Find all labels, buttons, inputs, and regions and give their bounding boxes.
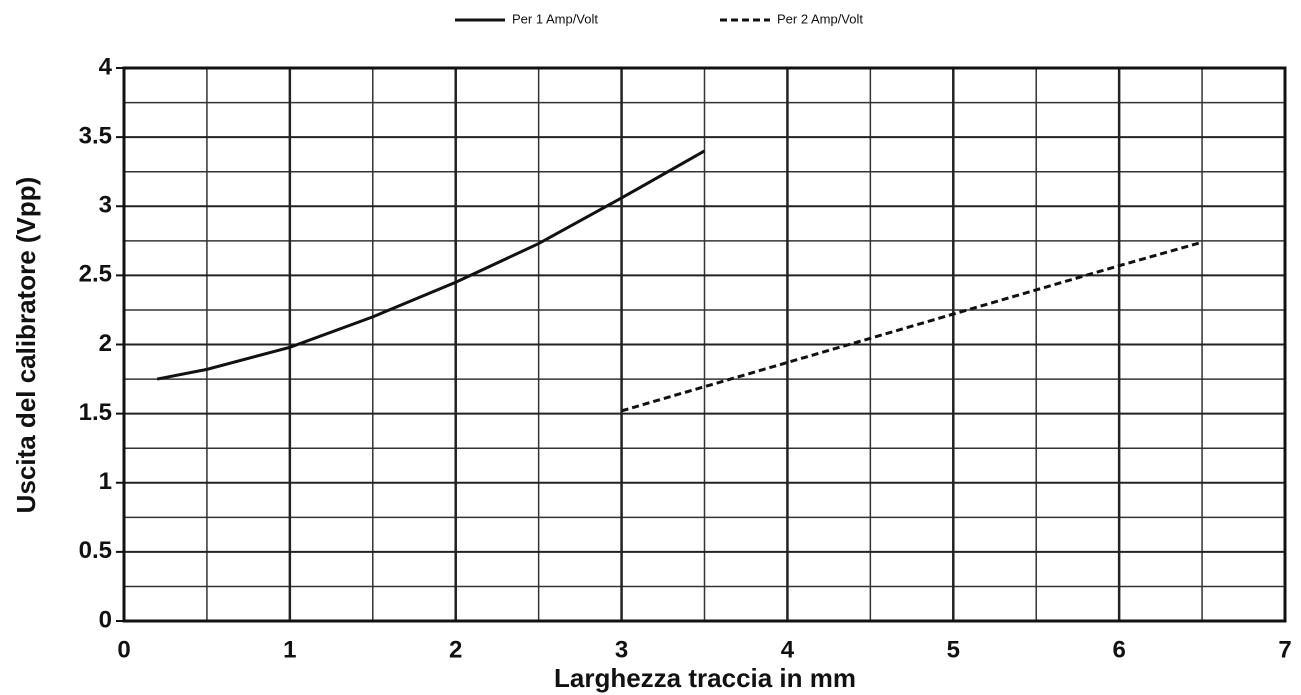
x-tick-label: 6 xyxy=(1112,636,1125,663)
x-tick-label: 7 xyxy=(1278,636,1291,663)
y-tick-label: 2 xyxy=(99,330,112,357)
series-line xyxy=(621,240,1203,413)
x-tick-label: 2 xyxy=(449,636,462,663)
legend-label: Per 2 Amp/Volt xyxy=(777,11,863,26)
x-tick-label: 0 xyxy=(117,636,130,663)
y-axis-label: Uscita del calibratore (Vpp) xyxy=(11,177,41,514)
y-tick-label: 1.5 xyxy=(79,399,112,426)
x-tick-label: 3 xyxy=(615,636,628,663)
plot-border xyxy=(122,66,1287,623)
x-axis-label: Larghezza traccia in mm xyxy=(554,663,856,693)
series-line xyxy=(156,149,706,381)
y-tick-label: 0.5 xyxy=(79,537,112,564)
x-tick-label: 1 xyxy=(283,636,296,663)
y-tick-label: 0 xyxy=(99,606,112,633)
x-tick-label: 4 xyxy=(781,636,795,663)
legend-label: Per 1 Amp/Volt xyxy=(512,11,598,26)
y-tick-label: 3 xyxy=(99,192,112,219)
x-tick-label: 5 xyxy=(947,636,960,663)
y-tick-label: 2.5 xyxy=(79,261,112,288)
y-tick-label: 3.5 xyxy=(79,122,112,149)
y-tick-label: 1 xyxy=(99,468,112,495)
y-tick-label: 4 xyxy=(99,53,113,80)
